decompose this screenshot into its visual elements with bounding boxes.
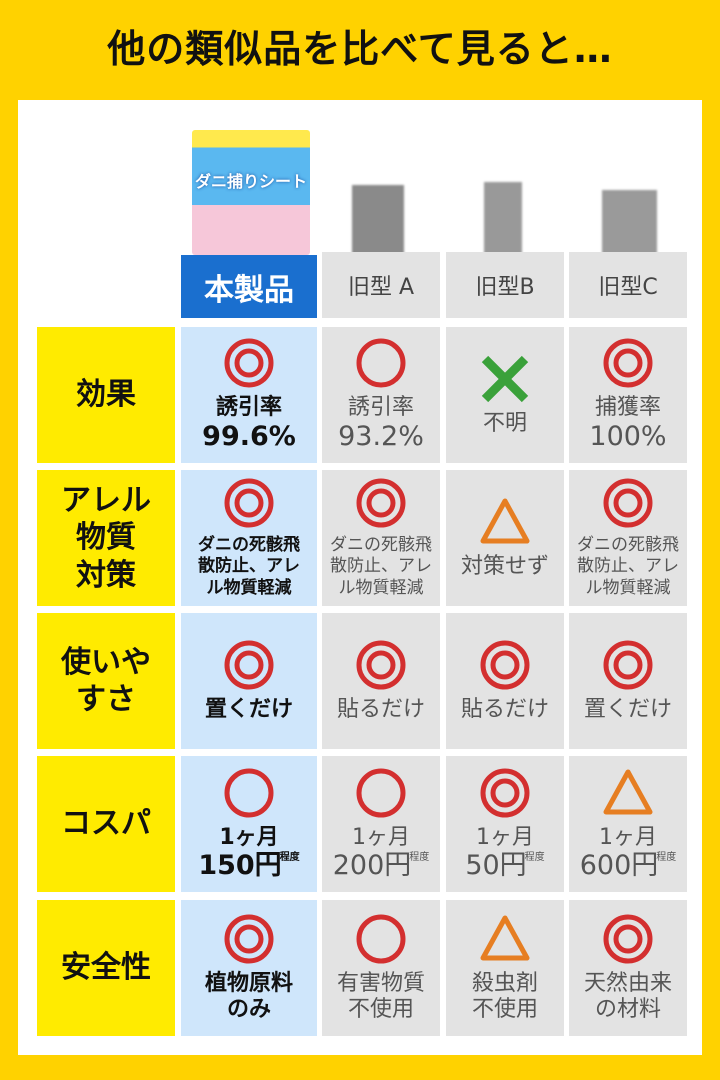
table-cell: 貼るだけ [322,613,440,749]
cell-text: 貼るだけ [336,696,425,722]
price-note: 程度 [279,852,300,864]
price-value: 150円 [198,850,282,882]
cell-text: のみ [226,997,271,1022]
table-cell: 対策せず [446,470,564,606]
price-value: 50円 [465,850,527,882]
double-circle-icon [224,478,274,528]
cell-text: の材料 [594,997,661,1022]
table-cell: 置くだけ [181,613,317,749]
triangle-icon [603,769,653,815]
price: 50円程度 [465,851,544,881]
double-circle-icon [480,640,530,690]
double-circle-icon [603,640,653,690]
cell-text: 殺虫剤 [471,970,538,996]
circle-icon [224,768,274,818]
cell-text: 天然由来 [583,970,672,996]
cell-text: 1ヶ月 [219,824,279,850]
cell-text: 散防止、アレ [577,556,679,577]
row-label: 安全性 [37,900,175,1036]
price-note: 程度 [524,852,545,864]
product-image-label: ダニ捕りシート [194,172,307,191]
cell-text: 散防止、アレ [198,556,300,577]
table-cell: 天然由来 の材料 [569,900,687,1036]
row-label: アレル 物質 対策 [37,470,175,606]
table-cell: 誘引率 99.6% [181,327,317,463]
cell-text: 不使用 [347,997,414,1022]
row-label: 使いや すさ [37,613,175,749]
cell-text: ダニの死骸飛 [577,535,679,556]
table-cell: 有害物質 不使用 [322,900,440,1036]
double-circle-icon [224,640,274,690]
double-circle-icon [603,914,653,964]
table-cell: ダニの死骸飛 散防止、アレ ル物質軽減 [322,470,440,606]
table-cell: 1ヶ月 600円程度 [569,756,687,892]
cell-text: 100% [589,421,667,452]
cell-text: 不明 [482,410,527,436]
column-header: 本製品 [181,255,317,318]
cell-text: ル物質軽減 [206,577,292,598]
cell-text: 捕獲率 [594,394,661,420]
double-circle-icon [480,768,530,818]
table-cell: 1ヶ月 150円程度 [181,756,317,892]
cell-text: 1ヶ月 [352,824,410,850]
double-circle-icon [224,338,274,388]
triangle-icon [480,915,530,961]
table-cell: 植物原料 のみ [181,900,317,1036]
column-header: 旧型 A [322,252,440,318]
cell-text: 置くだけ [204,696,293,722]
table-cell: 貼るだけ [446,613,564,749]
triangle-icon [480,498,530,544]
circle-icon [356,338,406,388]
price: 600円程度 [580,851,677,881]
double-circle-icon [603,338,653,388]
table-cell: 捕獲率 100% [569,327,687,463]
row-label: 効果 [37,327,175,463]
cell-text: 1ヶ月 [476,824,534,850]
price: 200円程度 [333,851,430,881]
price-value: 600円 [579,850,659,882]
table-cell: 誘引率 93.2% [322,327,440,463]
cell-text: 1ヶ月 [599,824,657,850]
cross-icon [481,355,529,402]
row-label: コスパ [37,756,175,892]
column-header: 旧型C [569,252,687,318]
price: 150円程度 [198,851,299,881]
cell-text: 散防止、アレ [330,556,432,577]
table-cell: 殺虫剤 不使用 [446,900,564,1036]
cell-text: 93.2% [338,421,424,452]
circle-icon [356,914,406,964]
cell-text: 有害物質 [336,970,425,996]
cell-text: 貼るだけ [460,696,549,722]
price-note: 程度 [409,852,430,864]
cell-text: ダニの死骸飛 [330,535,432,556]
price-note: 程度 [656,852,677,864]
price-value: 200円 [332,850,412,882]
cell-text: ル物質軽減 [585,577,671,598]
table-cell: 置くだけ [569,613,687,749]
double-circle-icon [356,478,406,528]
cell-text: 誘引率 [215,394,282,420]
double-circle-icon [603,478,653,528]
cell-text: 対策せず [460,553,549,579]
product-image: ダニ捕りシート [192,130,310,255]
table-cell: 不明 [446,327,564,463]
cell-text: 誘引率 [347,394,414,420]
circle-icon [356,768,406,818]
cell-text: 99.6% [202,421,296,452]
table-cell: ダニの死骸飛 散防止、アレ ル物質軽減 [569,470,687,606]
cell-text: ダニの死骸飛 [198,535,300,556]
double-circle-icon [356,640,406,690]
cell-text: ル物質軽減 [338,577,424,598]
page-title: 他の類似品を比べて見ると… [107,27,613,71]
cell-text: 不使用 [471,997,538,1022]
table-cell: 1ヶ月 200円程度 [322,756,440,892]
table-cell: 1ヶ月 50円程度 [446,756,564,892]
cell-text: 置くだけ [583,696,672,722]
cell-text: 植物原料 [204,970,293,996]
table-cell: ダニの死骸飛 散防止、アレ ル物質軽減 [181,470,317,606]
column-header: 旧型B [446,252,564,318]
double-circle-icon [224,914,274,964]
